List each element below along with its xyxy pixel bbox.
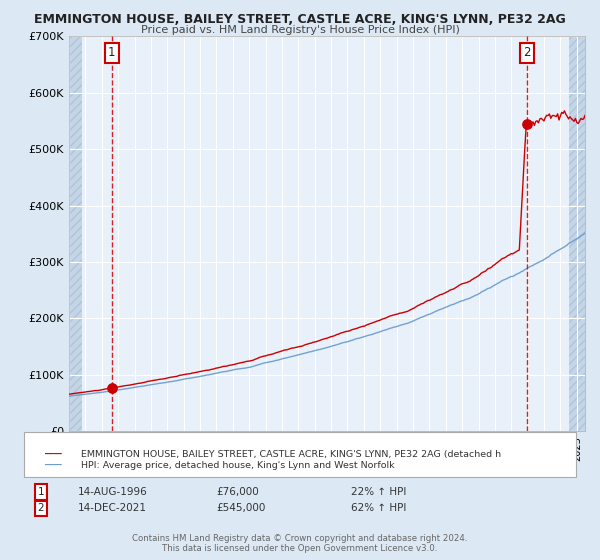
Text: £545,000: £545,000 [216, 503, 265, 514]
Text: £76,000: £76,000 [216, 487, 259, 497]
Text: 14-DEC-2021: 14-DEC-2021 [78, 503, 147, 514]
Text: 1: 1 [108, 46, 116, 59]
Text: 22% ↑ HPI: 22% ↑ HPI [351, 487, 406, 497]
Text: EMMINGTON HOUSE, BAILEY STREET, CASTLE ACRE, KING'S LYNN, PE32 2AG: EMMINGTON HOUSE, BAILEY STREET, CASTLE A… [34, 13, 566, 26]
Text: ——: —— [45, 459, 62, 473]
Text: ——: —— [45, 448, 62, 461]
Text: 14-AUG-1996: 14-AUG-1996 [78, 487, 148, 497]
Point [522, 119, 532, 128]
Text: 2: 2 [37, 503, 44, 514]
Text: 1: 1 [37, 487, 44, 497]
Text: HPI: Average price, detached house, King's Lynn and West Norfolk: HPI: Average price, detached house, King… [81, 461, 395, 470]
Bar [69, 36, 82, 431]
Text: EMMINGTON HOUSE, BAILEY STREET, CASTLE ACRE, KING'S LYNN, PE32 2AG (detached h: EMMINGTON HOUSE, BAILEY STREET, CASTLE A… [81, 450, 501, 459]
Bar [569, 36, 585, 431]
Point [107, 384, 117, 393]
Text: 2: 2 [523, 46, 531, 59]
Text: 62% ↑ HPI: 62% ↑ HPI [351, 503, 406, 514]
Text: Contains HM Land Registry data © Crown copyright and database right 2024.
This d: Contains HM Land Registry data © Crown c… [132, 534, 468, 553]
Text: Price paid vs. HM Land Registry's House Price Index (HPI): Price paid vs. HM Land Registry's House … [140, 25, 460, 35]
